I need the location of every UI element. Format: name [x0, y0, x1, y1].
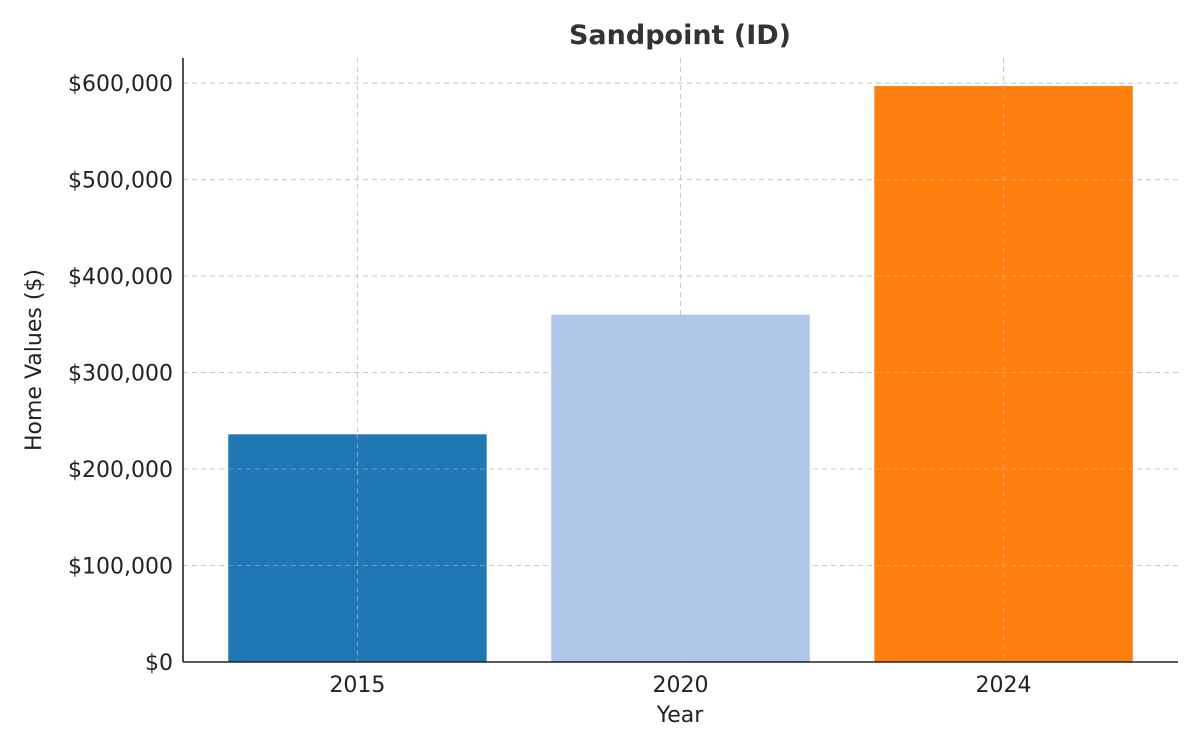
grid-overlay [183, 82, 1178, 663]
y-tick-label: $500,000 [68, 169, 173, 194]
x-tick-label: 2024 [976, 673, 1032, 698]
y-tick-label: $600,000 [68, 72, 173, 97]
y-tick-label: $100,000 [68, 555, 173, 580]
x-tick-labels: 2015 2020 2024 [329, 673, 1031, 698]
x-tick-label: 2015 [329, 673, 385, 698]
bars [228, 85, 1133, 662]
y-axis-label: Home Values ($) [22, 269, 47, 451]
y-tick-label: $400,000 [68, 265, 173, 290]
y-tick-label: $0 [145, 651, 173, 676]
y-tick-label: $200,000 [68, 458, 173, 483]
y-tick-label: $300,000 [68, 362, 173, 387]
chart-title: Sandpoint (ID) [569, 20, 791, 51]
x-axis-label: Year [656, 703, 705, 728]
axes [182, 58, 1178, 663]
y-tick-labels: $0 $100,000 $200,000 $300,000 $400,000 $500,0… [68, 72, 173, 676]
x-tick-label: 2020 [653, 673, 709, 698]
